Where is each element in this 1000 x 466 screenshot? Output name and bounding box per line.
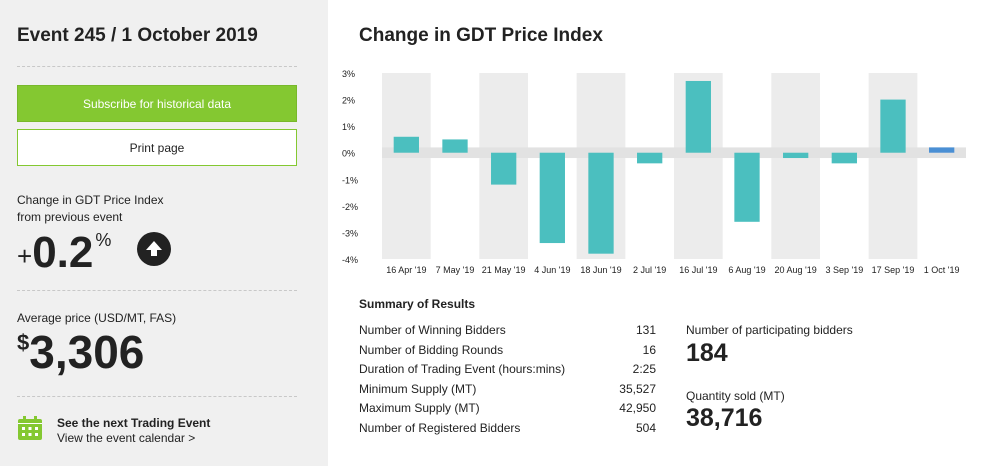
change-sign: + (17, 241, 33, 271)
view-calendar-link[interactable]: View the event calendar > (57, 431, 196, 445)
avg-price-number: 3,306 (29, 326, 145, 378)
summary-row-label: Duration of Trading Event (hours:mins) (359, 362, 566, 376)
bar (880, 99, 906, 153)
summary-row: Number of Winning Bidders 131 (359, 323, 656, 342)
sidebar: Event 245 / 1 October 2019 Subscribe for… (0, 0, 328, 466)
y-tick-label: -3% (342, 228, 358, 238)
chart-title: Change in GDT Price Index (359, 25, 603, 46)
x-tick-label: 6 Aug '19 (728, 265, 765, 275)
avg-price-currency: $ (17, 330, 30, 355)
summary-row: Number of Bidding Rounds 16 (359, 343, 656, 362)
change-label: Change in GDT Price Index from previous … (17, 192, 164, 226)
summary-row-label: Number of Winning Bidders (359, 323, 506, 337)
bar (831, 152, 857, 164)
divider (17, 396, 297, 397)
summary-row-value: 2:25 (632, 362, 656, 376)
x-tick-label: 3 Sep '19 (825, 265, 863, 275)
chart-band (382, 73, 431, 259)
y-tick-label: -2% (342, 202, 358, 212)
x-tick-label: 20 Aug '19 (775, 265, 817, 275)
bar (685, 80, 711, 153)
participating-bidders-value: 184 (686, 339, 728, 367)
x-tick-label: 7 May '19 (436, 265, 475, 275)
bar (442, 139, 468, 153)
summary-row: Minimum Supply (MT) 35,527 (359, 382, 656, 401)
quantity-sold-label: Quantity sold (MT) (686, 389, 785, 403)
avg-price-value: $ 3,306 (17, 326, 144, 378)
summary-title: Summary of Results (359, 297, 476, 311)
change-number: 0.2 (32, 228, 94, 277)
x-tick-label: 2 Jul '19 (633, 265, 666, 275)
quantity-sold-value: 38,716 (686, 404, 763, 432)
event-title: Event 245 / 1 October 2019 (17, 25, 258, 46)
summary-row-label: Number of Bidding Rounds (359, 343, 504, 357)
summary-row: Maximum Supply (MT) 42,950 (359, 401, 656, 420)
arrow-up-icon (137, 232, 171, 266)
summary-row-value: 504 (635, 421, 656, 435)
x-tick-label: 1 Oct '19 (924, 265, 960, 275)
divider (17, 66, 297, 67)
summary-row-label: Number of Registered Bidders (359, 421, 521, 435)
y-tick-label: -4% (342, 255, 358, 265)
change-label-line2: from previous event (17, 210, 123, 224)
chart-band (771, 73, 820, 259)
x-tick-label: 16 Apr '19 (386, 265, 426, 275)
x-tick-label: 21 May '19 (482, 265, 526, 275)
summary-row: Duration of Trading Event (hours:mins) 2… (359, 362, 656, 381)
x-tick-label: 18 Jun '19 (580, 265, 621, 275)
divider (17, 290, 297, 291)
participating-bidders-label: Number of participating bidders (686, 323, 853, 337)
summary-row-value: 42,950 (619, 401, 656, 415)
zero-band (382, 147, 966, 159)
bar (734, 152, 760, 222)
avg-price-label: Average price (USD/MT, FAS) (17, 311, 177, 325)
subscribe-button[interactable]: Subscribe for historical data (17, 85, 297, 122)
bar (539, 152, 565, 244)
bar (783, 152, 809, 159)
y-tick-label: 2% (342, 96, 355, 106)
gdt-price-index-chart: 3% 2% 1% 0% -1% -2% -3% -4% 16 Apr '19 7 May '19 2… (342, 69, 966, 275)
calendar-icon[interactable] (17, 415, 43, 441)
summary-row-label: Maximum Supply (MT) (359, 401, 480, 415)
y-tick-label: 3% (342, 69, 355, 79)
x-tick-label: 17 Sep '19 (872, 265, 915, 275)
y-tick-label: 1% (342, 122, 355, 132)
summary-row-value: 16 (642, 343, 656, 357)
change-label-line1: Change in GDT Price Index (17, 193, 164, 207)
change-value: + 0.2 % (17, 228, 111, 278)
next-event-title: See the next Trading Event (57, 416, 211, 430)
bar (929, 147, 955, 153)
change-unit: % (95, 230, 112, 250)
summary-row: Number of Registered Bidders 504 (359, 421, 656, 440)
x-tick-label: 4 Jun '19 (534, 265, 570, 275)
bar (393, 136, 419, 153)
bar (491, 152, 517, 185)
summary-row-value: 35,527 (619, 382, 656, 396)
summary-row-label: Minimum Supply (MT) (359, 382, 477, 396)
print-page-button[interactable]: Print page (17, 129, 297, 166)
bar (588, 152, 614, 254)
x-tick-label: 16 Jul '19 (679, 265, 717, 275)
y-tick-label: -1% (342, 175, 358, 185)
bar (637, 152, 663, 164)
y-tick-label: 0% (342, 149, 355, 159)
summary-row-value: 131 (635, 323, 656, 337)
